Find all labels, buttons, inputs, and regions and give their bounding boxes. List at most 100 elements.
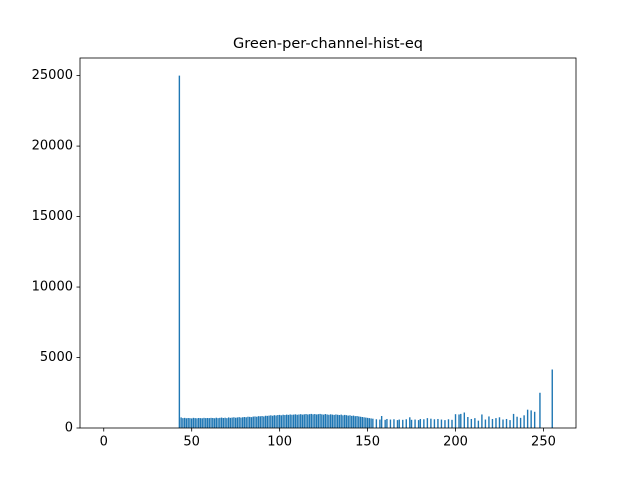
y-tick-label: 0 bbox=[65, 421, 73, 436]
bar bbox=[226, 418, 228, 428]
bar bbox=[359, 416, 362, 428]
bar bbox=[356, 416, 358, 428]
bar bbox=[271, 415, 274, 428]
bar bbox=[250, 417, 253, 428]
bar bbox=[358, 416, 360, 428]
bar bbox=[386, 418, 388, 428]
bar bbox=[270, 415, 272, 428]
bar bbox=[495, 418, 497, 428]
bar bbox=[361, 417, 364, 428]
bar bbox=[291, 414, 293, 428]
x-tick-label: 150 bbox=[355, 435, 380, 450]
bar bbox=[317, 414, 320, 428]
bar bbox=[533, 411, 536, 428]
bar bbox=[307, 414, 309, 428]
bar bbox=[238, 417, 240, 428]
bar bbox=[261, 416, 263, 428]
bar bbox=[352, 415, 355, 428]
bar bbox=[319, 413, 321, 428]
bar bbox=[384, 419, 386, 428]
bar bbox=[454, 414, 457, 428]
bar bbox=[551, 369, 553, 428]
bar bbox=[519, 417, 522, 428]
chart-title: Green-per-channel-hist-eq bbox=[233, 36, 423, 52]
bar bbox=[298, 414, 300, 428]
bar bbox=[336, 414, 339, 428]
bar bbox=[393, 419, 395, 428]
bar bbox=[470, 418, 473, 428]
bar bbox=[351, 415, 353, 428]
bar bbox=[363, 417, 365, 428]
bar bbox=[268, 415, 270, 428]
bar bbox=[254, 416, 256, 428]
bar bbox=[292, 414, 295, 428]
bar bbox=[326, 414, 328, 428]
bar bbox=[289, 414, 291, 428]
bar bbox=[368, 418, 371, 428]
bar bbox=[340, 414, 342, 428]
bar bbox=[402, 419, 404, 428]
bar bbox=[256, 416, 258, 428]
bar bbox=[321, 414, 323, 428]
bar bbox=[460, 413, 462, 428]
bar bbox=[417, 420, 420, 428]
bar bbox=[284, 415, 286, 428]
bar bbox=[440, 419, 443, 428]
bar bbox=[354, 416, 356, 428]
bar bbox=[194, 418, 196, 428]
bar bbox=[516, 416, 518, 428]
bar bbox=[419, 418, 422, 428]
bar bbox=[303, 414, 305, 428]
bar bbox=[333, 414, 335, 428]
bar bbox=[335, 414, 337, 428]
bar bbox=[236, 417, 239, 428]
bar bbox=[198, 417, 200, 428]
bar bbox=[372, 418, 374, 428]
bar bbox=[389, 419, 392, 428]
bar bbox=[409, 417, 411, 428]
bar bbox=[322, 414, 325, 428]
bar bbox=[213, 418, 216, 428]
bar bbox=[305, 414, 307, 428]
bar bbox=[201, 418, 203, 428]
bar bbox=[190, 418, 193, 428]
bar bbox=[278, 414, 281, 428]
bar bbox=[187, 417, 189, 428]
bar bbox=[405, 419, 407, 428]
bar bbox=[505, 418, 508, 428]
bar bbox=[366, 417, 369, 428]
bar bbox=[344, 414, 346, 428]
bar bbox=[365, 417, 367, 428]
bar bbox=[347, 415, 349, 428]
x-tick-label: 250 bbox=[531, 435, 556, 450]
bar bbox=[189, 418, 191, 428]
bar bbox=[526, 409, 529, 428]
bar bbox=[523, 415, 525, 428]
bar bbox=[398, 419, 400, 428]
bar bbox=[287, 414, 290, 428]
bar bbox=[217, 418, 219, 428]
bar bbox=[530, 410, 532, 428]
bar bbox=[447, 419, 450, 428]
bar bbox=[308, 414, 311, 428]
bar bbox=[444, 420, 446, 428]
x-tick-label: 0 bbox=[100, 435, 108, 450]
bar bbox=[488, 416, 490, 428]
bar bbox=[252, 416, 254, 428]
bar bbox=[215, 417, 218, 428]
bar bbox=[379, 419, 381, 428]
bar bbox=[294, 414, 297, 428]
bar bbox=[314, 414, 316, 428]
bar bbox=[224, 417, 226, 428]
bar bbox=[310, 413, 312, 428]
bar bbox=[426, 418, 429, 428]
bar bbox=[205, 418, 207, 428]
bar bbox=[199, 418, 202, 428]
bar bbox=[342, 415, 344, 428]
bar bbox=[498, 417, 501, 428]
x-tick-label: 100 bbox=[267, 435, 292, 450]
y-tick-label: 25000 bbox=[32, 68, 73, 83]
bar bbox=[273, 415, 276, 428]
bar bbox=[285, 414, 288, 428]
bar bbox=[458, 414, 460, 428]
